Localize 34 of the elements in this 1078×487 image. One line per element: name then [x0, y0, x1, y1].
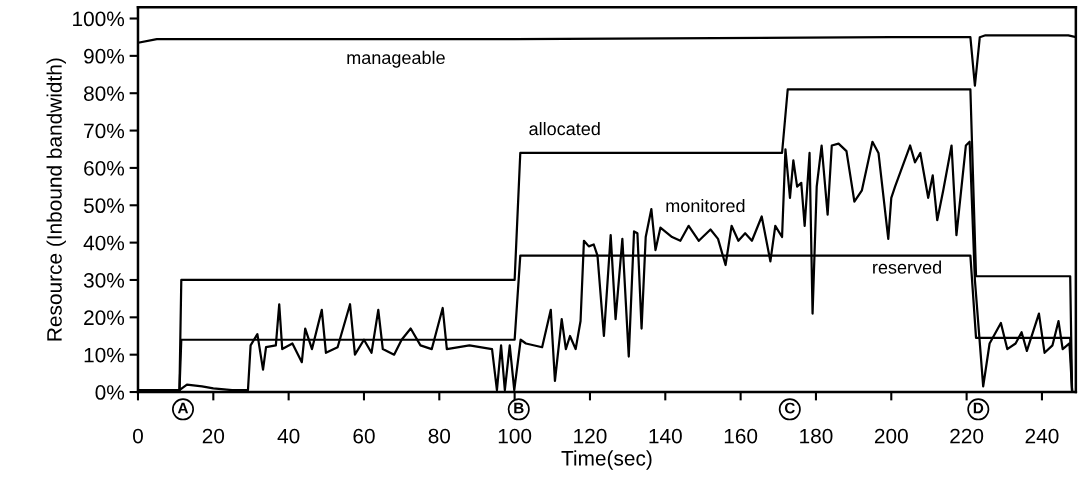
series-label: manageable: [347, 50, 445, 68]
series-label: monitored: [666, 198, 745, 213]
text: C: [784, 402, 795, 414]
y-tick-label: 70%: [84, 123, 125, 139]
x-tick-label: 180: [800, 428, 833, 444]
y-tick-label: 100%: [73, 11, 125, 27]
x-axis-title: Time(sec): [561, 450, 652, 470]
y-tick-label: 60%: [84, 160, 125, 176]
y-tick-label: 30%: [83, 272, 125, 288]
x-tick-label: 40: [277, 428, 300, 444]
y-tick-label: 50%: [83, 198, 125, 214]
y-tick-label: 80%: [84, 86, 125, 101]
x-tick-label: 80: [428, 428, 451, 444]
x-tick-label: 140: [649, 428, 682, 444]
x-tick-label: 0: [133, 428, 143, 444]
x-tick-label: 160: [724, 428, 758, 444]
x-tick-label: 20: [202, 428, 225, 444]
text: B: [514, 402, 524, 414]
x-tick-label: 100: [498, 428, 532, 444]
y-tick-label: 90%: [84, 48, 125, 64]
y-tick-label: 0%: [95, 385, 125, 400]
y-axis-title: Resource (Inbound bandwidth): [46, 58, 66, 341]
x-tick-label: 200: [874, 428, 908, 444]
text: A: [177, 402, 189, 414]
series-label: allocated: [529, 122, 600, 136]
x-tick-label: 120: [574, 428, 607, 444]
y-tick-label: 40%: [83, 235, 125, 251]
y-tick-label: 10%: [84, 347, 125, 363]
x-tick-label: 220: [950, 428, 984, 444]
x-tick-label: 60: [353, 428, 375, 444]
y-tick-label: 20%: [84, 310, 125, 326]
text: D: [973, 402, 984, 414]
x-tick-label: 240: [1025, 428, 1059, 444]
series-label: reserved: [873, 260, 941, 274]
